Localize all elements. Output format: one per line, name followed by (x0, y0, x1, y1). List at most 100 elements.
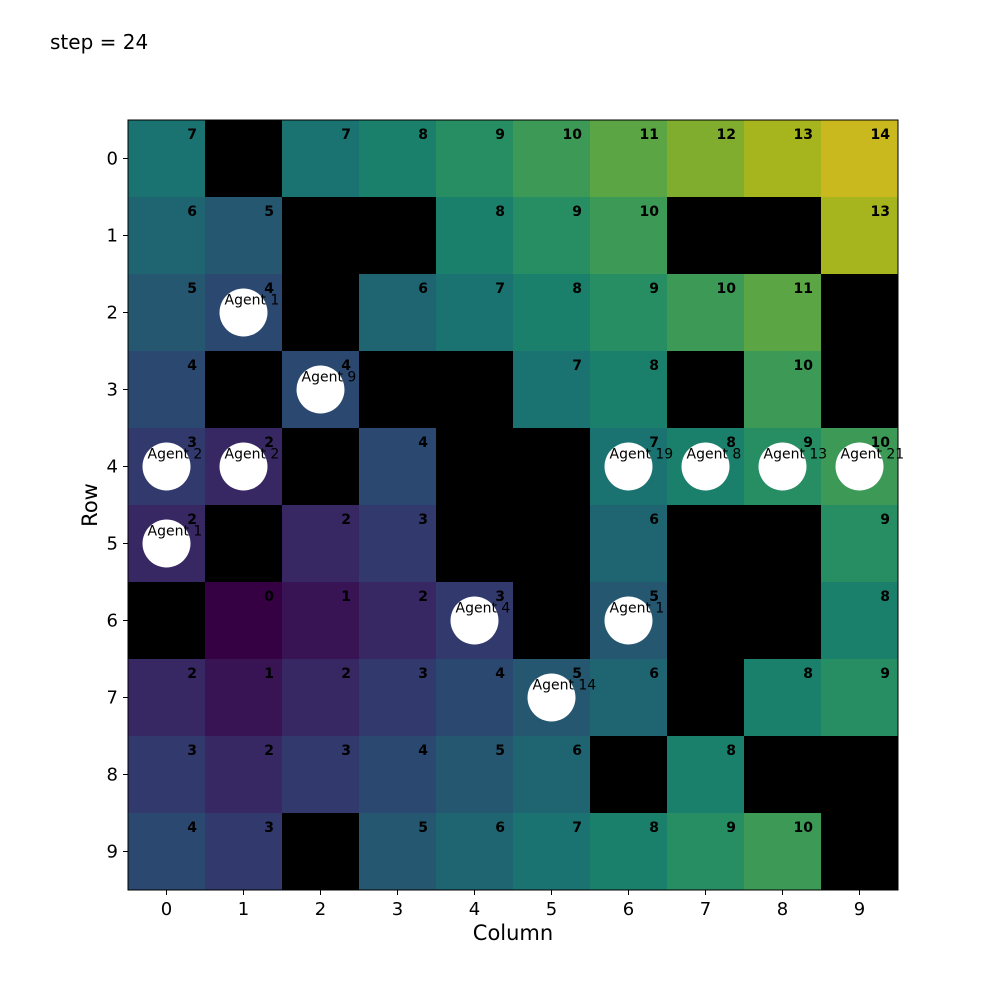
y-tick-label: 7 (107, 688, 118, 709)
heatmap-cell (359, 428, 437, 506)
x-tick-label: 7 (700, 899, 711, 920)
cell-value-label: 9 (880, 666, 890, 682)
obstacle-cell (359, 197, 437, 275)
heatmap-cell (590, 813, 668, 891)
cell-value-label: 4 (418, 435, 428, 451)
y-tick-label: 2 (107, 303, 118, 324)
step-label: step = 24 (50, 30, 149, 54)
obstacle-cell (359, 351, 437, 429)
cell-value-label: 1 (264, 666, 274, 682)
cell-value-label: 4 (418, 743, 428, 759)
obstacle-cell (590, 736, 668, 814)
agent-label: Agent 2 (148, 447, 203, 463)
obstacle-cell (744, 582, 822, 660)
agent-marker (219, 442, 268, 491)
y-tick-label: 6 (107, 611, 118, 632)
obstacle-cell (744, 197, 822, 275)
cell-value-label: 12 (717, 127, 736, 143)
heatmap-cell (513, 120, 591, 198)
cell-value-label: 5 (572, 666, 582, 682)
cell-value-label: 3 (187, 743, 197, 759)
heatmap-cell (667, 736, 745, 814)
cell-value-label: 8 (880, 589, 890, 605)
cell-value-label: 5 (264, 204, 274, 220)
cell-value-label: 10 (794, 820, 814, 836)
cell-value-label: 6 (187, 204, 197, 220)
cell-value-label: 4 (264, 281, 274, 297)
cell-value-labels: 7 7 8 9 10 11 12 13 146 5 8 9 10 135 4 6 7 8 9 10 114 4 7 8 103 2… (187, 127, 890, 836)
obstacle-cell (821, 736, 899, 814)
agent-marker (296, 365, 345, 414)
x-tick-label: 2 (315, 899, 326, 920)
cell-value-label: 9 (803, 435, 813, 451)
cell-value-label: 2 (187, 512, 197, 528)
heatmap-cell (590, 197, 668, 275)
x-tick-label: 9 (854, 899, 865, 920)
heatmap-cell (436, 120, 514, 198)
heatmap-cell (205, 197, 283, 275)
cell-value-label: 3 (418, 512, 428, 528)
heatmap-cell (359, 582, 437, 660)
agent-marker (527, 673, 576, 722)
heatmap-cell (821, 659, 899, 737)
heatmap-cell (128, 659, 206, 737)
agent-label: Agent 14 (533, 678, 597, 694)
agent-label: Agent 4 (456, 601, 511, 617)
cell-value-label: 8 (418, 127, 428, 143)
cell-value-label: 3 (418, 666, 428, 682)
cell-value-label: 10 (871, 435, 891, 451)
y-tick-label: 5 (107, 534, 118, 555)
agent-marker (450, 596, 499, 645)
obstacle-cell (205, 120, 283, 198)
heatmap-cell (282, 659, 360, 737)
heatmap-cell (205, 582, 283, 660)
y-tick-label: 1 (107, 226, 118, 247)
cell-value-label: 7 (187, 127, 197, 143)
obstacle-cell (436, 505, 514, 583)
x-tick-label: 5 (546, 899, 557, 920)
x-tick-label: 6 (623, 899, 634, 920)
heatmap-cell (282, 120, 360, 198)
heatmap-cell (128, 813, 206, 891)
y-axis-label: Row (78, 483, 102, 527)
obstacle-cell (128, 582, 206, 660)
cell-value-label: 4 (341, 358, 351, 374)
obstacle-cell (282, 197, 360, 275)
heatmap-cell (744, 274, 822, 352)
heatmap-cell (590, 505, 668, 583)
cell-value-label: 2 (418, 589, 428, 605)
heatmap-cell (205, 813, 283, 891)
heatmap-cell (821, 505, 899, 583)
cell-value-label: 10 (640, 204, 660, 220)
obstacle-cell (513, 582, 591, 660)
cell-value-label: 8 (495, 204, 505, 220)
heatmap-cell (667, 813, 745, 891)
x-tick-label: 4 (469, 899, 480, 920)
cell-value-label: 6 (572, 743, 582, 759)
obstacle-cell (821, 351, 899, 429)
cell-value-label: 3 (264, 820, 274, 836)
obstacle-cell (821, 813, 899, 891)
obstacle-cell (513, 505, 591, 583)
heatmap-cell (205, 736, 283, 814)
heatmap-cell (590, 274, 668, 352)
x-tick-label: 8 (777, 899, 788, 920)
cell-value-label: 9 (572, 204, 582, 220)
obstacle-cell (282, 274, 360, 352)
cell-value-label: 5 (495, 743, 505, 759)
cell-value-label: 10 (717, 281, 737, 297)
cell-value-label: 4 (187, 820, 197, 836)
heatmap-cell (282, 505, 360, 583)
cell-value-label: 3 (495, 589, 505, 605)
cell-value-label: 5 (418, 820, 428, 836)
cell-value-label: 9 (880, 512, 890, 528)
obstacle-cell (667, 351, 745, 429)
agent-marker (604, 596, 653, 645)
agent-marker (604, 442, 653, 491)
cell-value-label: 7 (572, 358, 582, 374)
heatmap-cell (513, 736, 591, 814)
heatmap-cell (590, 351, 668, 429)
obstacle-cell (282, 428, 360, 506)
cell-value-label: 8 (649, 820, 659, 836)
cell-value-label: 11 (640, 127, 659, 143)
